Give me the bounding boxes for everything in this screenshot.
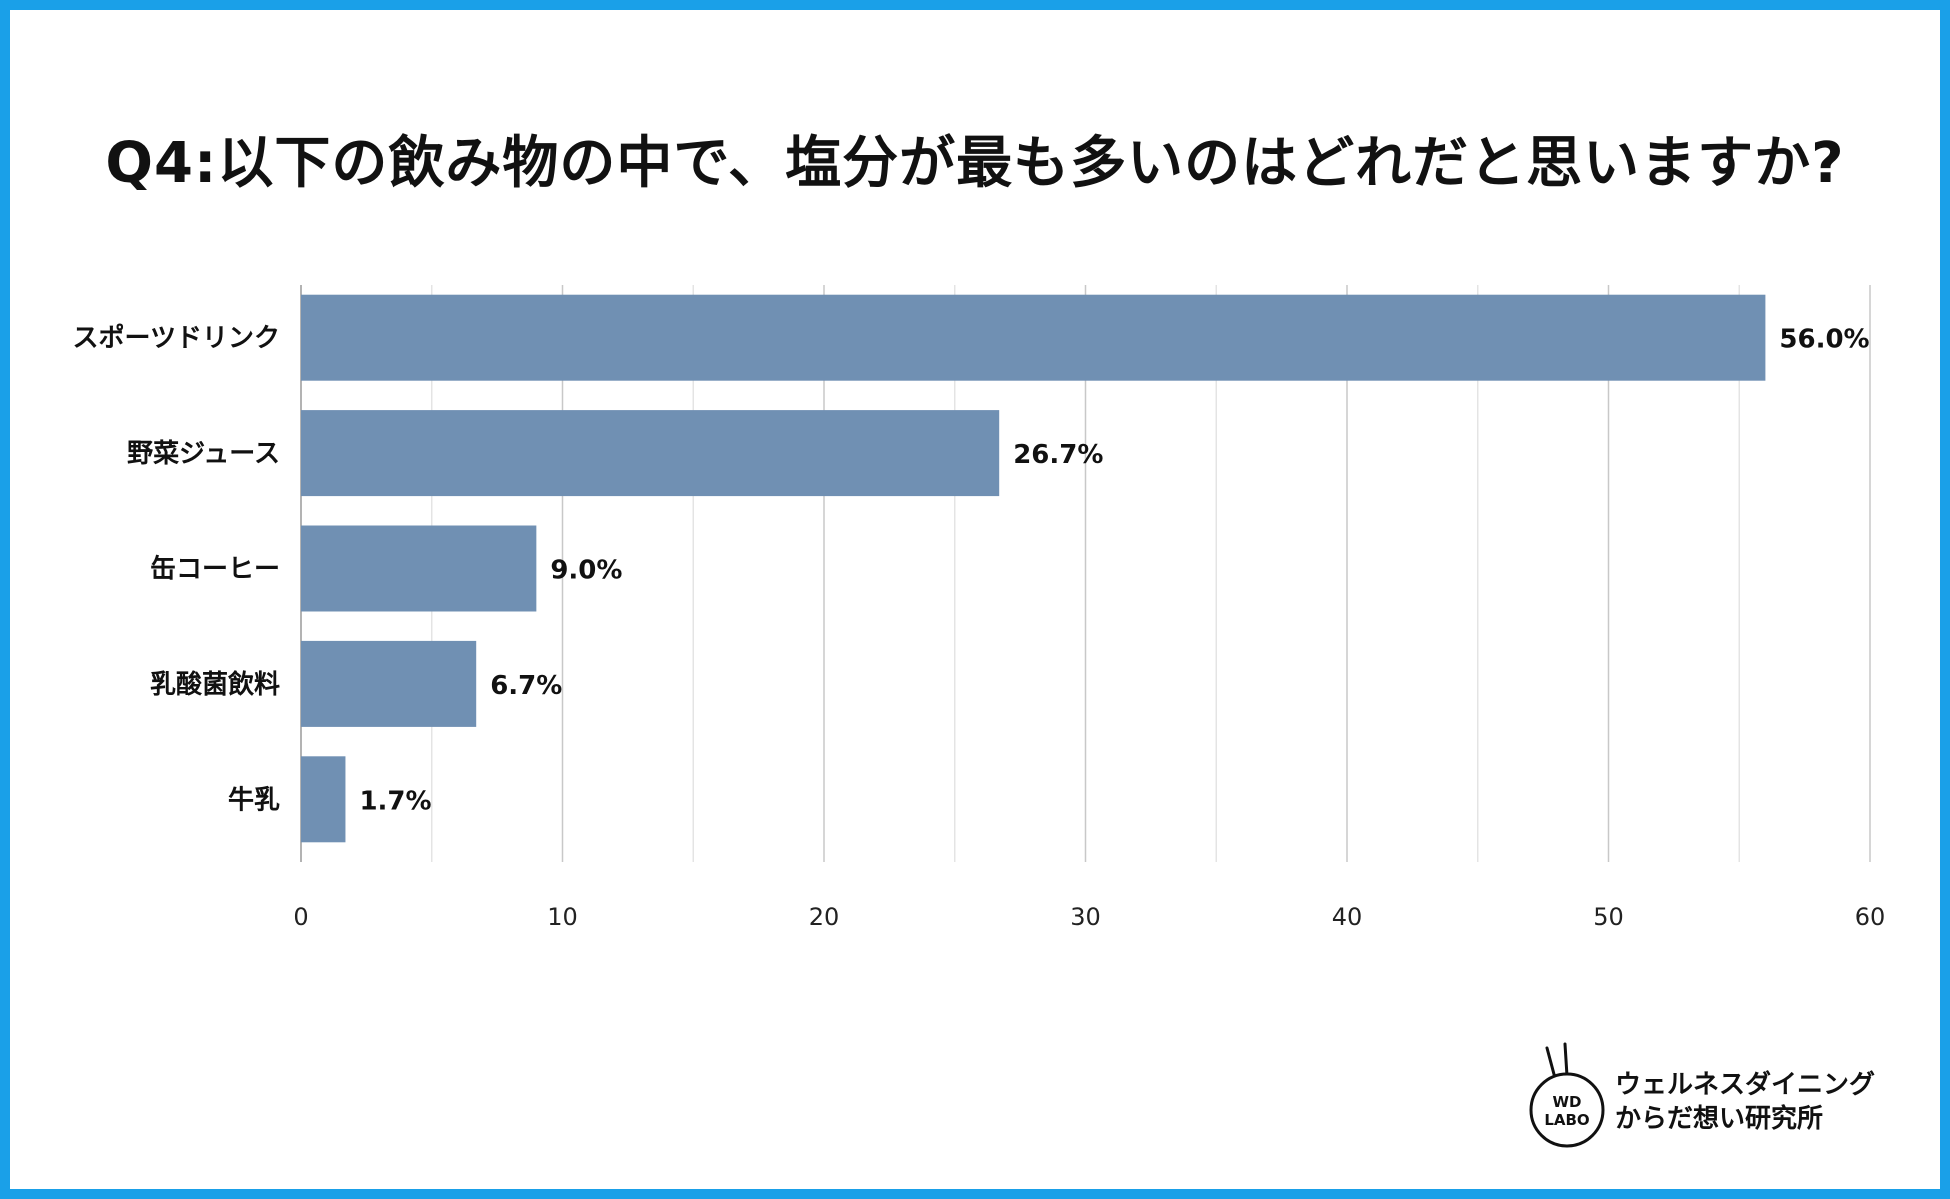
value-label: 26.7% — [1013, 440, 1103, 470]
flask-icon: WD LABO — [1529, 1042, 1605, 1148]
x-tick-label: 60 — [1855, 903, 1886, 931]
logo-mark-line1: WD — [1553, 1093, 1582, 1111]
value-label: 56.0% — [1779, 325, 1869, 355]
value-label: 1.7% — [359, 786, 431, 816]
x-tick-label: 40 — [1332, 903, 1363, 931]
x-tick-label: 20 — [809, 903, 840, 931]
x-tick-label: 50 — [1593, 903, 1624, 931]
value-label: 6.7% — [490, 671, 562, 701]
value-label: 9.0% — [550, 556, 622, 586]
logo-text: ウェルネスダイニング からだ想い研究所 — [1615, 1068, 1875, 1136]
x-tick-label: 10 — [547, 903, 578, 931]
logo-text-line2: からだ想い研究所 — [1615, 1104, 1824, 1134]
logo-mark-line2: LABO — [1544, 1111, 1589, 1129]
bar — [301, 410, 1000, 497]
x-tick-label: 30 — [1070, 903, 1101, 931]
category-label: スポーツドリンク — [73, 323, 280, 354]
category-label: 乳酸菌飲料 — [150, 669, 280, 700]
x-tick-label: 0 — [293, 903, 308, 931]
bar — [301, 294, 1766, 381]
category-label: 野菜ジュース — [127, 439, 280, 469]
category-label: 牛乳 — [228, 785, 280, 815]
brand-logo: WD LABO ウェルネスダイニング からだ想い研究所 — [1525, 1030, 1885, 1150]
logo-text-line1: ウェルネスダイニング — [1615, 1070, 1876, 1100]
chart-title: Q4:以下の飲み物の中で、塩分が最も多いのはどれだと思いますか? — [105, 131, 1845, 196]
category-label: 缶コーヒー — [150, 554, 280, 585]
bar — [301, 756, 346, 843]
bar — [301, 525, 537, 612]
bar — [301, 640, 477, 727]
